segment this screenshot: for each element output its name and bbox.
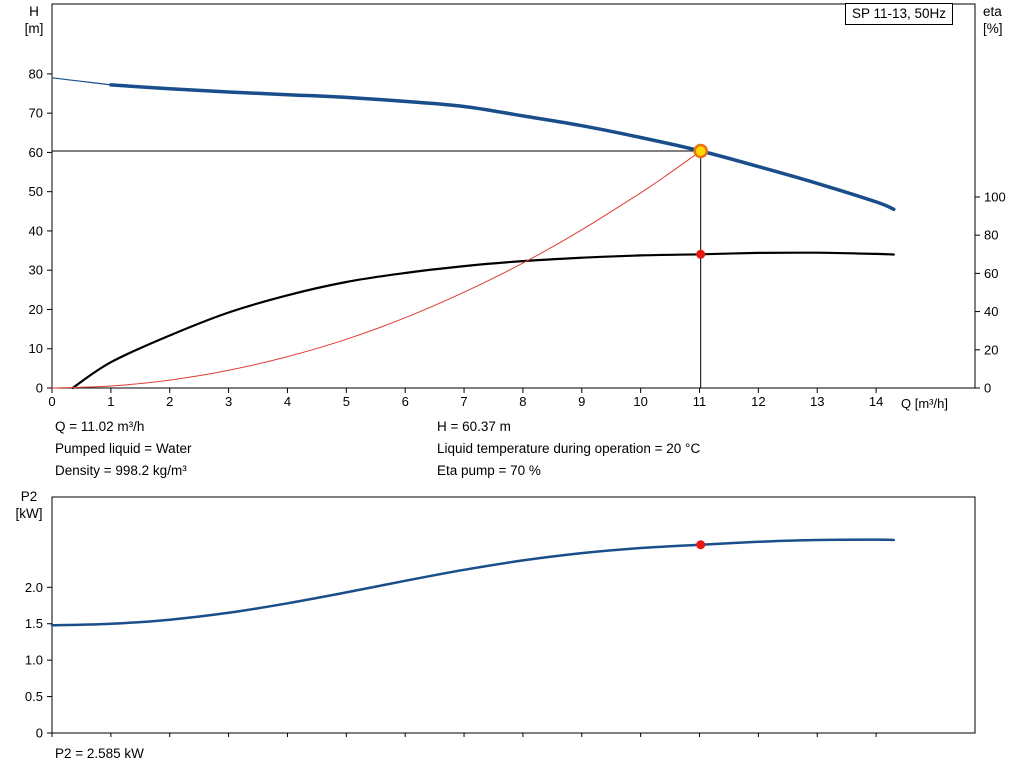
duty-point — [693, 143, 708, 159]
p2-y-tick-label: 0 — [36, 726, 43, 741]
p2-point — [696, 540, 706, 550]
x-tick-label: 11 — [693, 394, 707, 409]
p2-result: P2 = 2.585 kW — [55, 746, 144, 761]
pumped-liquid: Pumped liquid = Water — [55, 441, 192, 456]
y-left-tick-label: 50 — [29, 184, 43, 199]
efficiency-curve — [71, 251, 895, 390]
pump-model-box: SP 11-13, 50Hz — [845, 3, 954, 25]
eta-axis-title: eta [%] — [983, 3, 1023, 37]
p2-curve — [50, 538, 896, 627]
y-left-tick-label: 70 — [29, 106, 43, 121]
system-curve — [51, 150, 702, 389]
density-value: Density = 998.2 kg/m³ — [55, 463, 187, 478]
x-tick-label: 5 — [343, 394, 350, 409]
y-right-tick-label: 80 — [984, 228, 998, 243]
x-tick-label: 9 — [578, 394, 585, 409]
y-right-tick-label: 100 — [984, 189, 1006, 204]
y-left-tick-label: 30 — [29, 263, 43, 278]
x-tick-label: 3 — [225, 394, 232, 409]
x-tick-label: 8 — [519, 394, 526, 409]
x-tick-label: 7 — [460, 394, 467, 409]
eta-point — [696, 249, 706, 259]
pump-curve — [109, 83, 896, 212]
top-chart-frame — [51, 3, 976, 389]
q-axis-title: Q [m³/h] — [901, 396, 948, 411]
y-left-tick-label: 60 — [29, 145, 43, 160]
pump-curve-extension — [51, 77, 112, 86]
eta-axis-symbol: eta — [983, 4, 1002, 19]
p2-y-tick-label: 0.5 — [25, 689, 43, 704]
x-tick-label: 6 — [402, 394, 409, 409]
bottom-chart-frame — [51, 496, 976, 734]
p2-axis-symbol: P2 — [20, 489, 38, 504]
p2-axis-unit: [kW] — [15, 506, 43, 521]
y-left-tick-label: 40 — [29, 223, 43, 238]
x-tick-label: 4 — [284, 394, 291, 409]
head-value: H = 60.37 m — [437, 419, 511, 434]
y-right-tick-label: 60 — [984, 266, 998, 281]
eta-pump-value: Eta pump = 70 % — [437, 463, 541, 478]
x-tick-label: 10 — [633, 394, 647, 409]
flow-value: Q = 11.02 m³/h — [55, 419, 145, 434]
x-tick-label: 13 — [810, 394, 824, 409]
h-axis-title: H [m] — [14, 3, 54, 37]
p2-y-tick-label: 2.0 — [25, 580, 43, 595]
x-tick-label: 14 — [869, 394, 883, 409]
y-left-tick-label: 0 — [36, 381, 43, 396]
p2-y-tick-label: 1.0 — [25, 653, 43, 668]
x-tick-label: 12 — [751, 394, 765, 409]
x-tick-label: 1 — [107, 394, 114, 409]
p2-axis-title: P2 [kW] — [8, 488, 50, 522]
x-tick-label: 2 — [166, 394, 173, 409]
liquid-temperature: Liquid temperature during operation = 20… — [437, 441, 701, 456]
y-left-tick-label: 20 — [29, 302, 43, 317]
h-axis-symbol: H — [29, 4, 39, 19]
h-axis-unit: [m] — [24, 21, 44, 36]
y-left-tick-label: 10 — [29, 341, 43, 356]
y-right-tick-label: 0 — [984, 381, 991, 396]
y-left-tick-label: 80 — [29, 66, 43, 81]
y-right-tick-label: 40 — [984, 304, 998, 319]
eta-axis-unit: [%] — [983, 21, 1003, 36]
p2-y-tick-label: 1.5 — [25, 616, 43, 631]
y-right-tick-label: 20 — [984, 342, 998, 357]
x-tick-label: 0 — [48, 394, 55, 409]
